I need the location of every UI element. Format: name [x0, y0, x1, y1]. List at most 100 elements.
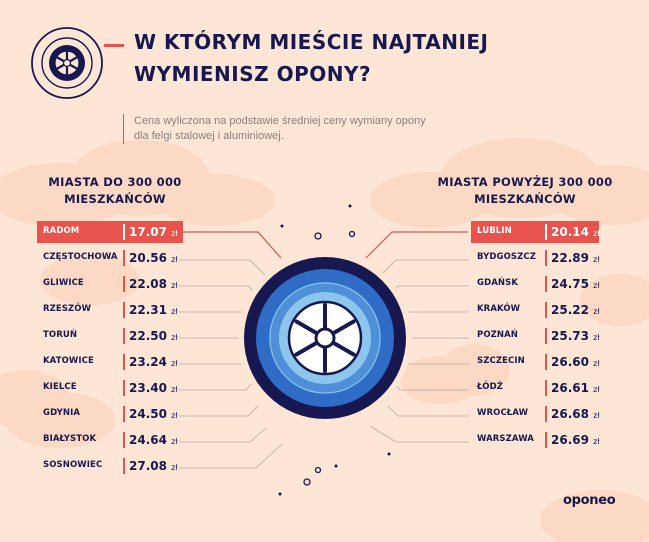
- right-section-heading: MIASTA POWYŻEJ 300 000 MIESZKAŃCÓW: [430, 174, 620, 208]
- city-name: ŁÓDŹ: [477, 382, 503, 392]
- brand-logo: oponeo: [563, 493, 616, 508]
- list-item: SZCZECIN 26.60 zł: [471, 351, 600, 373]
- city-name: BIAŁYSTOK: [43, 434, 97, 444]
- city-name: WARSZAWA: [477, 434, 534, 444]
- right-section-line-1: MIASTA POWYŻEJ 300 000: [437, 175, 613, 189]
- city-name: KRAKÓW: [477, 304, 521, 314]
- list-item: LUBLIN 20.14 zł: [471, 221, 600, 243]
- city-price: 20.14 zł: [551, 225, 600, 239]
- price-value: 23.24: [129, 355, 167, 369]
- currency-label: zł: [171, 333, 178, 342]
- title-accent-dash: [104, 44, 124, 47]
- title-line-1: W KTÓRYM MIEŚCIE NAJTANIEJ: [134, 30, 489, 54]
- subtitle: Cena wyliczona na podstawie średniej cen…: [123, 114, 494, 144]
- separator: [123, 250, 125, 266]
- price-value: 20.56: [129, 251, 167, 265]
- city-price: 22.89 zł: [551, 251, 600, 265]
- list-item: GLIWICE 22.08 zł: [37, 273, 183, 295]
- list-item: KIELCE 23.40 zł: [37, 377, 183, 399]
- city-name: RZESZÓW: [43, 304, 92, 314]
- currency-label: zł: [171, 411, 178, 420]
- city-price: 22.08 zł: [129, 277, 178, 291]
- list-item: SOSNOWIEC 27.08 zł: [37, 455, 183, 477]
- city-price: 24.64 zł: [129, 433, 178, 447]
- subtitle-line-1: Cena wyliczona na podstawie średniej cen…: [134, 115, 426, 127]
- city-price: 27.08 zł: [129, 459, 178, 473]
- price-value: 22.31: [129, 303, 167, 317]
- separator: [545, 432, 547, 448]
- city-name: KIELCE: [43, 382, 77, 392]
- city-name: BYDGOSZCZ: [477, 252, 537, 262]
- currency-label: zł: [593, 333, 600, 342]
- currency-label: zł: [593, 307, 600, 316]
- currency-label: zł: [171, 255, 178, 264]
- city-price: 17.07 zł: [129, 225, 178, 239]
- list-item: TORUŃ 22.50 zł: [37, 325, 183, 347]
- separator: [123, 458, 125, 474]
- separator: [123, 276, 125, 292]
- separator: [123, 406, 125, 422]
- price-value: 25.73: [551, 329, 589, 343]
- city-price: 20.56 zł: [129, 251, 178, 265]
- currency-label: zł: [593, 385, 600, 394]
- left-section-heading: MIASTA DO 300 000 MIESZKAŃCÓW: [30, 174, 200, 208]
- city-price: 23.40 zł: [129, 381, 178, 395]
- list-item: KATOWICE 23.24 zł: [37, 351, 183, 373]
- city-name: WROCŁAW: [477, 408, 529, 418]
- city-name: GDAŃSK: [477, 278, 519, 288]
- city-name: CZĘSTOCHOWA: [43, 252, 118, 262]
- list-item: GDAŃSK 24.75 zł: [471, 273, 600, 295]
- currency-label: zł: [171, 359, 178, 368]
- price-value: 24.64: [129, 433, 167, 447]
- left-section-line-2: MIESZKAŃCÓW: [64, 192, 166, 206]
- separator: [123, 432, 125, 448]
- city-price: 25.22 zł: [551, 303, 600, 317]
- price-value: 24.75: [551, 277, 589, 291]
- list-item: GDYNIA 24.50 zł: [37, 403, 183, 425]
- separator: [545, 276, 547, 292]
- price-value: 22.89: [551, 251, 589, 265]
- city-name: LUBLIN: [477, 226, 512, 236]
- wheel-icon: [238, 251, 412, 425]
- list-item: BYDGOSZCZ 22.89 zł: [471, 247, 600, 269]
- price-value: 27.08: [129, 459, 167, 473]
- city-price: 25.73 zł: [551, 329, 600, 343]
- separator: [545, 328, 547, 344]
- city-price: 26.60 zł: [551, 355, 600, 369]
- list-item: POZNAŃ 25.73 zł: [471, 325, 600, 347]
- price-value: 26.69: [551, 433, 589, 447]
- list-item: ŁÓDŹ 26.61 zł: [471, 377, 600, 399]
- currency-label: zł: [171, 385, 178, 394]
- price-value: 24.50: [129, 407, 167, 421]
- currency-label: zł: [171, 307, 178, 316]
- separator: [123, 302, 125, 318]
- price-value: 23.40: [129, 381, 167, 395]
- price-value: 17.07: [129, 225, 167, 239]
- right-section-line-2: MIESZKAŃCÓW: [474, 192, 576, 206]
- city-price: 26.69 zł: [551, 433, 600, 447]
- currency-label: zł: [593, 281, 600, 290]
- city-name: RADOM: [43, 226, 80, 236]
- separator: [545, 302, 547, 318]
- city-name: SZCZECIN: [477, 356, 525, 366]
- list-item: BIAŁYSTOK 24.64 zł: [37, 429, 183, 451]
- currency-label: zł: [593, 411, 600, 420]
- wheel-icon: [31, 27, 103, 99]
- city-name: SOSNOWIEC: [43, 460, 103, 470]
- city-name: TORUŃ: [43, 330, 78, 340]
- separator: [123, 380, 125, 396]
- separator: [545, 406, 547, 422]
- city-price: 24.75 zł: [551, 277, 600, 291]
- subtitle-line-2: dla felgi stalowej i aluminiowej.: [134, 130, 284, 142]
- city-price: 26.61 zł: [551, 381, 600, 395]
- currency-label: zł: [593, 229, 600, 238]
- price-value: 26.68: [551, 407, 589, 421]
- price-value: 22.08: [129, 277, 167, 291]
- currency-label: zł: [593, 437, 600, 446]
- price-value: 26.60: [551, 355, 589, 369]
- list-item: RADOM 17.07 zł: [37, 221, 183, 243]
- separator: [545, 250, 547, 266]
- city-price: 23.24 zł: [129, 355, 178, 369]
